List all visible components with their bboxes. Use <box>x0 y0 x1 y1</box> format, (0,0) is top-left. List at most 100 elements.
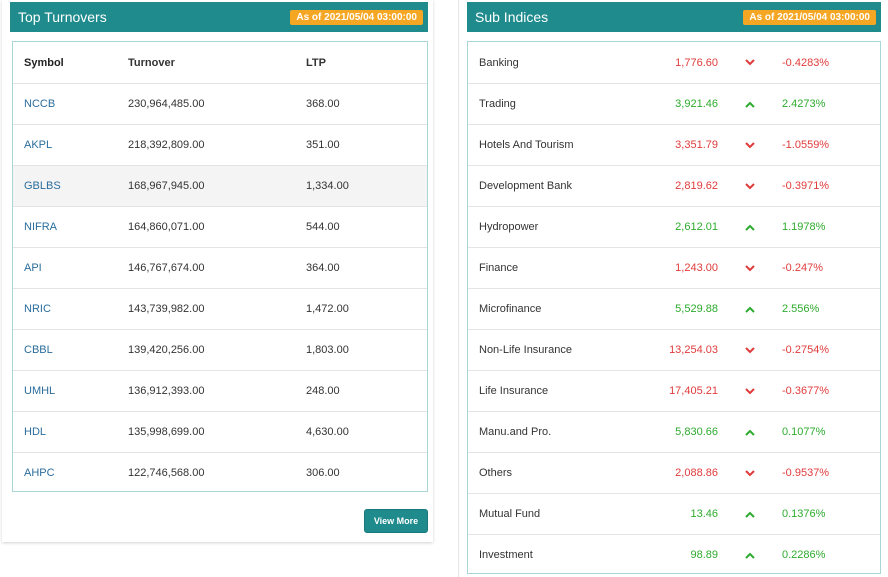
index-value: 13,254.03 <box>669 344 718 356</box>
column-header-symbol: Symbol <box>24 56 64 69</box>
list-item: Investment 98.89 0.2286% <box>468 534 880 575</box>
panel-title: Sub Indices <box>475 9 549 25</box>
chevron-up-icon <box>718 426 782 438</box>
chevron-down-icon <box>718 467 782 479</box>
turnover-value: 230,964,485.00 <box>128 98 205 110</box>
view-more-button[interactable]: View More <box>364 509 428 533</box>
ltp-value: 1,803.00 <box>306 344 349 356</box>
symbol-link[interactable]: API <box>24 262 42 274</box>
index-change: 0.1376% <box>782 508 826 520</box>
turnover-rows: NCCB 230,964,485.00 368.00 AKPL 218,392,809.… <box>13 83 427 493</box>
list-item: Microfinance 5,529.88 2.556% <box>468 288 880 329</box>
index-name: Non-Life Insurance <box>479 344 572 356</box>
sub-indices-panel: Sub Indices As of 2021/05/04 03:00:00 Ba… <box>458 0 887 577</box>
turnover-value: 168,967,945.00 <box>128 180 205 192</box>
chevron-down-icon <box>718 139 782 151</box>
index-name: Mutual Fund <box>479 508 541 520</box>
top-turnovers-panel: Top Turnovers As of 2021/05/04 03:00:00 … <box>2 0 433 542</box>
turnover-value: 139,420,256.00 <box>128 344 205 356</box>
index-name: Life Insurance <box>479 385 549 397</box>
chevron-down-icon <box>718 57 782 69</box>
index-change: -0.4283% <box>782 56 830 69</box>
index-name: Manu.and Pro. <box>479 426 552 438</box>
chevron-up-icon <box>718 549 782 561</box>
chevron-up-icon <box>718 98 782 110</box>
index-change: -0.247% <box>782 262 823 274</box>
symbol-link[interactable]: AHPC <box>24 467 55 479</box>
ltp-value: 4,630.00 <box>306 426 349 438</box>
list-item: Mutual Fund 13.46 0.1376% <box>468 493 880 534</box>
ltp-value: 1,472.00 <box>306 303 349 315</box>
index-value: 5,529.88 <box>675 303 718 315</box>
symbol-link[interactable]: NCCB <box>24 98 56 110</box>
table-row: UMHL 136,912,393.00 248.00 <box>13 370 427 411</box>
symbol-link[interactable]: GBLBS <box>24 180 61 192</box>
chevron-down-icon <box>718 385 782 397</box>
column-header-ltp: LTP <box>306 56 326 69</box>
index-value: 2,088.86 <box>675 467 718 479</box>
symbol-link[interactable]: NRIC <box>24 303 51 315</box>
sub-indices-list: Banking 1,776.60 -0.4283% Trading 3,921.46 2.… <box>467 41 881 574</box>
index-value: 2,819.62 <box>675 180 718 192</box>
list-item: Manu.and Pro. 5,830.66 0.1077% <box>468 411 880 452</box>
turnover-value: 135,998,699.00 <box>128 426 205 438</box>
table-row: CBBL 139,420,256.00 1,803.00 <box>13 329 427 370</box>
table-row: GBLBS 168,967,945.00 1,334.00 <box>13 165 427 206</box>
turnover-value: 143,739,982.00 <box>128 303 205 315</box>
index-change: -1.0559% <box>782 139 830 151</box>
symbol-link[interactable]: NIFRA <box>24 221 57 233</box>
ltp-value: 364.00 <box>306 262 340 274</box>
list-item: Hotels And Tourism 3,351.79 -1.0559% <box>468 124 880 165</box>
chevron-up-icon <box>718 303 782 315</box>
table-row: API 146,767,674.00 364.00 <box>13 247 427 288</box>
chevron-down-icon <box>718 180 782 192</box>
index-change: 0.2286% <box>782 549 826 561</box>
ltp-value: 368.00 <box>306 98 340 110</box>
ltp-value: 351.00 <box>306 139 340 151</box>
index-change: 2.4273% <box>782 98 826 110</box>
index-name: Hotels And Tourism <box>479 139 574 151</box>
list-item: Banking 1,776.60 -0.4283% <box>468 42 880 83</box>
index-name: Microfinance <box>479 303 542 315</box>
chevron-up-icon <box>718 221 782 233</box>
chevron-down-icon <box>718 344 782 356</box>
symbol-link[interactable]: UMHL <box>24 385 56 397</box>
sub-indices-header: Sub Indices As of 2021/05/04 03:00:00 <box>467 2 881 32</box>
turnover-value: 136,912,393.00 <box>128 385 205 397</box>
table-row: AHPC 122,746,568.00 306.00 <box>13 452 427 493</box>
index-value: 17,405.21 <box>669 385 718 397</box>
index-value: 3,921.46 <box>675 98 718 110</box>
list-item: Finance 1,243.00 -0.247% <box>468 247 880 288</box>
index-name: Others <box>479 467 513 479</box>
turnover-value: 146,767,674.00 <box>128 262 205 274</box>
symbol-link[interactable]: CBBL <box>24 344 53 356</box>
index-change: -0.9537% <box>782 467 830 479</box>
index-value: 2,612.01 <box>675 221 718 233</box>
index-change: -0.3971% <box>782 180 830 192</box>
ltp-value: 248.00 <box>306 385 340 397</box>
index-name: Hydropower <box>479 221 539 233</box>
turnover-value: 122,746,568.00 <box>128 467 205 479</box>
index-change: -0.2754% <box>782 344 830 356</box>
index-change: 2.556% <box>782 303 820 315</box>
index-name: Banking <box>479 56 519 69</box>
table-header-row: Symbol Turnover LTP <box>13 42 427 83</box>
table-row: HDL 135,998,699.00 4,630.00 <box>13 411 427 452</box>
list-item: Hydropower 2,612.01 1.1978% <box>468 206 880 247</box>
ltp-value: 544.00 <box>306 221 340 233</box>
symbol-link[interactable]: AKPL <box>24 139 53 151</box>
symbol-link[interactable]: HDL <box>24 426 47 438</box>
ltp-value: 306.00 <box>306 467 340 479</box>
turnover-value: 218,392,809.00 <box>128 139 205 151</box>
as-of-badge: As of 2021/05/04 03:00:00 <box>743 9 876 25</box>
list-item: Others 2,088.86 -0.9537% <box>468 452 880 493</box>
table-row: NIFRA 164,860,071.00 544.00 <box>13 206 427 247</box>
index-change: -0.3677% <box>782 385 830 397</box>
index-name: Investment <box>479 549 533 561</box>
index-name: Trading <box>479 98 516 110</box>
panel-title: Top Turnovers <box>18 9 107 25</box>
as-of-badge: As of 2021/05/04 03:00:00 <box>290 9 423 25</box>
table-row: NRIC 143,739,982.00 1,472.00 <box>13 288 427 329</box>
turnover-value: 164,860,071.00 <box>128 221 205 233</box>
table-row: AKPL 218,392,809.00 351.00 <box>13 124 427 165</box>
